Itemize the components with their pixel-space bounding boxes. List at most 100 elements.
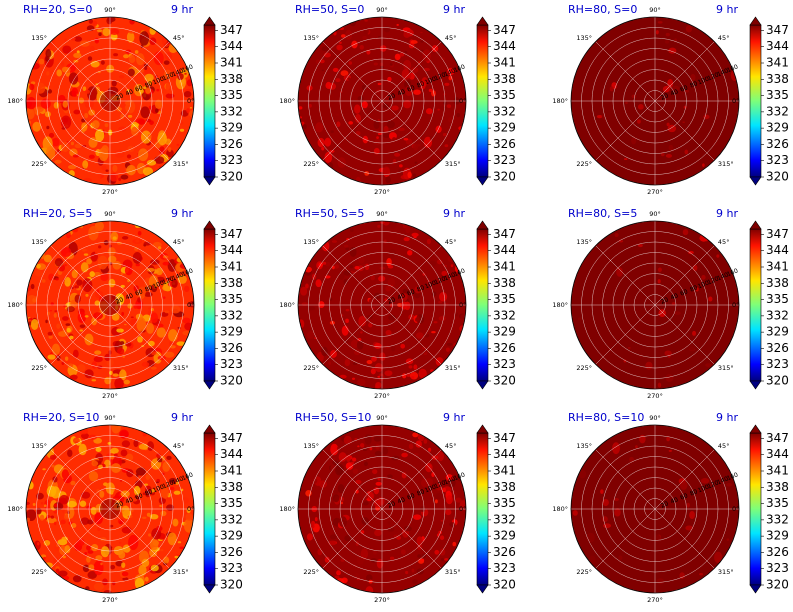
heatmap-cell [298,106,303,110]
heatmap-cell [331,240,338,243]
angle-tick-label: 315° [173,364,189,372]
colorbar-tick-label: 338 [766,276,789,290]
heatmap-cell [336,550,339,554]
angle-tick-label: 180° [552,301,568,309]
heatmap-cell [382,102,387,109]
heatmap-cell [374,138,381,146]
radial-tick-label: 100 [697,279,710,290]
heatmap-cell [179,546,185,550]
angle-tick-label: 0° [459,301,466,309]
heatmap-cell [186,108,190,114]
heatmap-cell [112,373,119,377]
heatmap-cell [64,38,67,42]
heatmap-cell [141,558,150,567]
heatmap-cell [572,510,578,516]
heatmap-cell [126,154,132,159]
heatmap-cell [305,116,313,128]
heatmap-cell [645,361,653,370]
heatmap-cell [122,355,125,358]
heatmap-cell [412,173,417,178]
heatmap-cell [170,305,181,314]
heatmap-cell [95,83,99,85]
time-label: 9 hr [716,411,738,424]
heatmap-cell [618,240,624,243]
heatmap-cell [389,63,393,66]
heatmap-cell [93,560,104,576]
heatmap-cell [340,501,344,505]
heatmap-cell [373,436,382,442]
heatmap-cell [55,277,59,281]
radial-tick-label: 140 [171,475,184,486]
heatmap-cell [53,503,58,508]
heatmap-cell [121,311,125,316]
heatmap-cell [431,330,436,334]
heatmap-cell [146,267,155,272]
heatmap-cell [338,452,347,462]
angle-tick-label: 90° [649,414,661,422]
heatmap-cell [410,67,419,73]
heatmap-cell [157,457,163,463]
heatmap-cell [679,480,688,490]
heatmap-cell [372,306,376,310]
heatmap-cell [100,562,103,566]
heatmap-cell [350,461,355,465]
heatmap-cell [413,364,418,370]
colorbar-tick-label: 323 [766,153,789,167]
heatmap-cell [315,59,321,64]
heatmap-cell [407,171,412,179]
colorbar [749,24,762,178]
heatmap-cell [365,574,373,582]
angular-gridline [322,449,383,510]
heatmap-cell [354,290,357,293]
heatmap-cell [121,526,132,534]
angle-tick-label: 225° [31,160,47,168]
heatmap-cell [33,106,44,113]
heatmap-cell [375,382,382,389]
heatmap-cell [149,538,159,551]
heatmap-cell [47,89,53,94]
heatmap-cell [44,499,51,510]
heatmap-cell [40,554,47,558]
heatmap-cell [373,550,377,555]
heatmap-cell [431,291,437,297]
angle-tick-label: 225° [31,568,47,576]
panel-title: RH=20, S=10 [23,411,99,424]
heatmap-cell [436,259,443,265]
heatmap-cell [46,517,57,524]
radial-tick-label: 20 [115,296,125,305]
heatmap-cell [69,374,78,380]
heatmap-cell [156,88,160,92]
heatmap-cell [352,468,359,474]
angular-gridline [322,304,383,365]
heatmap-cell [455,497,462,503]
time-label: 9 hr [171,411,193,424]
heatmap-cell [380,584,385,587]
heatmap-cell [666,436,671,442]
heatmap-cell [29,83,35,91]
heatmap-cell [77,311,87,324]
heatmap-cell [35,82,46,94]
colorbar-tick-label: 320 [766,170,789,184]
heatmap-cell [305,283,309,289]
radial-tick-label: 100 [697,483,710,494]
heatmap-cell [588,467,594,472]
heatmap-cell [145,87,151,94]
heatmap-cell [60,115,72,129]
angle-tick-label: 315° [173,160,189,168]
heatmap-cell [386,526,395,532]
heatmap-cell [86,545,91,551]
heatmap-cell [345,29,353,40]
panel-title: RH=50, S=0 [295,3,364,16]
angle-tick-label: 315° [718,364,734,372]
heatmap-cell [366,108,373,114]
heatmap-cell [113,53,119,57]
angular-gridline [654,449,715,510]
heatmap-cell [345,318,349,324]
heatmap-cell [408,443,414,450]
colorbar-tick-label: 320 [220,374,243,388]
colorbar-tick-label: 335 [766,88,789,102]
heatmap-cell [403,237,410,242]
colorbar-extend-min [203,584,216,594]
heatmap-cell [385,329,392,336]
